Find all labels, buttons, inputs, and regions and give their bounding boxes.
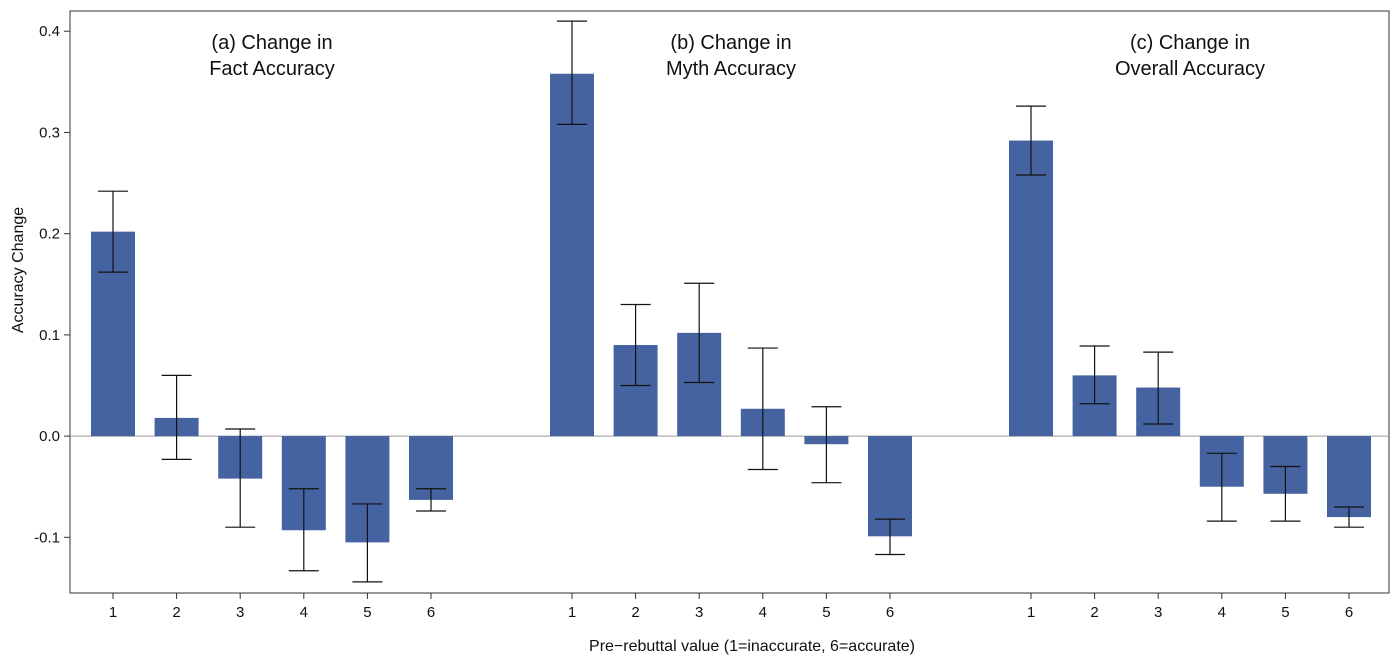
x-tick-label: 6 [886,604,894,621]
x-tick-label: 6 [427,604,435,621]
x-tick-label: 3 [695,604,703,621]
x-tick-label: 2 [1090,604,1098,621]
panel-title-line1: (c) Change in [1130,32,1250,54]
x-tick-label: 4 [759,604,767,621]
x-tick-label: 5 [1281,604,1289,621]
x-tick-label: 1 [1027,604,1035,621]
y-tick-label: -0.1 [34,529,60,546]
panel-title-line1: (a) Change in [211,32,332,54]
y-tick-label: 0.2 [39,226,60,243]
bar-panel3-6 [1327,436,1371,518]
y-axis: -0.1 0.0 0.1 0.2 0.3 0.4 [34,23,70,546]
panel-title-line2: Fact Accuracy [209,58,335,80]
x-tick-label: 5 [822,604,830,621]
x-tick-label: 1 [109,604,117,621]
x-tick-label: 3 [1154,604,1162,621]
bars-layer [91,73,1371,543]
x-tick-label: 2 [172,604,180,621]
y-axis-label: Accuracy Change [10,207,27,333]
x-tick-label: 6 [1345,604,1353,621]
x-tick-label: 3 [236,604,244,621]
panel-title-line2: Myth Accuracy [666,58,796,80]
bar-panel3-1 [1009,140,1053,437]
error-bars-layer [98,20,1364,583]
y-tick-label: 0.1 [39,327,60,344]
x-tick-label: 4 [300,604,308,621]
y-tick-label: 0.3 [39,124,60,141]
x-axis-label: Pre−rebuttal value (1=inaccurate, 6=accu… [589,638,915,655]
plot-area-frame [69,10,1390,594]
panel-title-line2: Overall Accuracy [1115,58,1265,80]
y-tick-label: 0.0 [39,428,60,445]
x-tick-label: 4 [1218,604,1226,621]
x-tick-label: 2 [631,604,639,621]
x-tick-label: 1 [568,604,576,621]
bar-panel2-1 [550,73,594,437]
x-axis: 1 2 3 4 5 6 1 2 3 4 5 6 1 2 3 4 5 6 [109,593,1353,621]
x-tick-label: 5 [363,604,371,621]
panel-titles: (a) Change in Fact Accuracy (b) Change in M… [209,32,1265,80]
panel-title-line1: (b) Change in [670,32,791,54]
y-tick-label: 0.4 [39,23,60,40]
